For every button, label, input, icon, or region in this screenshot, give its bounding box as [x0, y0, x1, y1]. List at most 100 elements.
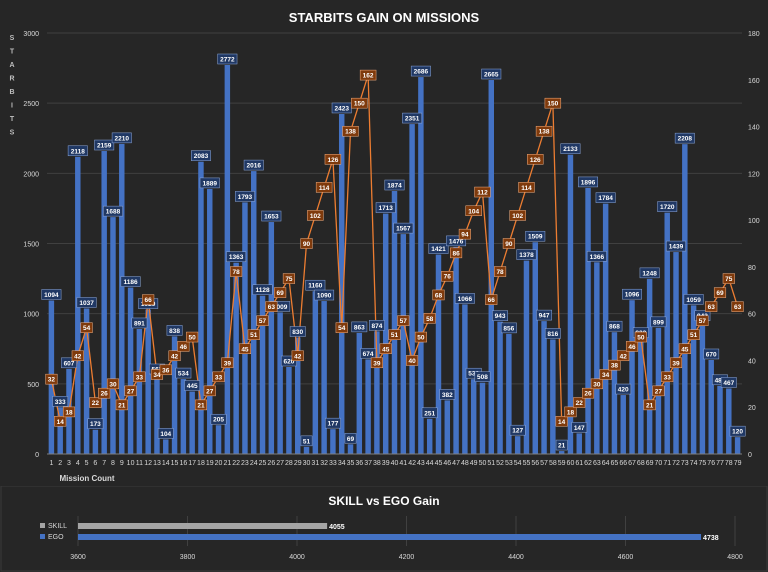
x-tick-label: 46 — [443, 460, 451, 467]
bar-value-label: 856 — [503, 325, 514, 332]
bar — [470, 379, 477, 454]
bar — [602, 203, 609, 454]
line-value-label: 78 — [233, 269, 241, 276]
line-value-box — [465, 205, 482, 217]
bar-value-label: 104 — [160, 431, 171, 438]
bar-value-box — [157, 428, 174, 439]
line-value-label: 50 — [417, 335, 425, 342]
bar-value-box — [536, 309, 552, 321]
line-value-box — [388, 329, 401, 340]
x-tick-label: 65 — [611, 460, 619, 467]
x-tick-label: 35 — [347, 460, 355, 467]
x-tick-label: 67 — [628, 460, 636, 467]
line-value-label: 27 — [655, 388, 663, 395]
line-value-label: 45 — [241, 346, 249, 353]
bar-value-box — [103, 205, 123, 217]
line-value-label: 30 — [593, 381, 601, 388]
line-value-box — [265, 301, 278, 312]
line-value-label: 114 — [521, 185, 532, 192]
bar-value-box — [622, 288, 642, 300]
bar-value-box — [289, 326, 306, 337]
bar-value-box — [525, 230, 546, 242]
x-tick-label: 74 — [690, 460, 698, 467]
bar-value-label: 670 — [706, 351, 717, 358]
bar-value-label: 177 — [327, 421, 338, 428]
x-tick-label: 14 — [162, 460, 170, 467]
line-value-box — [282, 273, 295, 284]
bar — [312, 291, 319, 454]
line-value-label: 34 — [602, 372, 610, 379]
line-value-label: 75 — [285, 276, 293, 283]
bar-value-label: 1793 — [238, 194, 253, 201]
bar — [171, 336, 178, 454]
legend-swatch — [40, 534, 45, 539]
bar-value-box — [61, 357, 77, 369]
sub-bar — [78, 534, 702, 540]
bar-value-label: 1096 — [625, 292, 640, 299]
bar-value-label: 1896 — [581, 179, 596, 186]
line-value-label: 18 — [65, 409, 73, 416]
bar — [558, 451, 565, 454]
bar-value-box — [41, 289, 62, 300]
line-value-box — [324, 154, 342, 165]
line-value-box — [335, 322, 348, 333]
bar-value-label: 127 — [512, 428, 523, 435]
bar-value-label: 2210 — [115, 135, 130, 142]
line-value-box — [124, 385, 137, 397]
x-tick-label: 59 — [558, 460, 566, 467]
bar — [479, 382, 486, 454]
line-value-label: 102 — [512, 213, 523, 220]
bar-value-box — [492, 310, 508, 321]
bar — [726, 388, 732, 454]
bar-value-label: 1889 — [203, 180, 218, 187]
bar — [207, 188, 213, 454]
bar-value-box — [571, 422, 588, 433]
bar — [136, 328, 143, 454]
sub-x-tick-label: 4800 — [727, 554, 743, 561]
bar-value-box — [586, 251, 607, 262]
bar-value-label: 1439 — [669, 244, 684, 251]
x-tick-label: 20 — [215, 460, 223, 467]
bar-value-box — [360, 348, 377, 359]
x-tick-label: 4 — [76, 460, 80, 467]
bar-value-box — [446, 235, 467, 247]
line-value-label: 50 — [189, 335, 197, 342]
y-tick-label: 2500 — [23, 101, 39, 108]
bar-value-label: 173 — [90, 421, 101, 428]
bar — [268, 222, 275, 454]
x-tick-label: 18 — [197, 460, 205, 467]
line-value-label: 63 — [708, 304, 716, 311]
bar — [629, 300, 635, 454]
line-value-box — [678, 343, 691, 354]
x-tick-label: 36 — [355, 460, 363, 467]
x-tick-label: 61 — [575, 460, 583, 467]
bar-value-box — [657, 201, 678, 212]
bar-value-label: 205 — [213, 417, 224, 424]
bar — [523, 260, 530, 454]
sub-bar-value-label: 4738 — [703, 535, 719, 542]
x-tick-label: 6 — [93, 460, 97, 467]
line-value-box — [45, 373, 58, 385]
bar-value-label: 838 — [169, 328, 180, 335]
sub-bar-value-label: 4055 — [329, 524, 345, 531]
x-tick-label: 9 — [120, 460, 124, 467]
bar — [330, 429, 336, 454]
line-value-box — [194, 399, 208, 411]
bar — [277, 312, 283, 454]
bar-value-box — [683, 294, 704, 305]
bar — [233, 262, 239, 454]
sub-bars: 4055 4738 — [78, 523, 719, 542]
line-value-box — [458, 228, 471, 240]
bar — [506, 333, 512, 454]
bar-value-label: 2118 — [71, 148, 85, 155]
line-value-label: 22 — [92, 400, 100, 407]
x-tick-label: 16 — [179, 460, 187, 467]
bar-value-box — [67, 145, 88, 157]
bar — [127, 287, 134, 454]
bar — [409, 124, 415, 455]
line-value-label: 46 — [628, 344, 636, 351]
bar-value-label: 620 — [284, 358, 295, 365]
bar — [673, 252, 679, 454]
bar-value-box — [184, 380, 201, 391]
y2-tick-label: 120 — [748, 171, 760, 178]
